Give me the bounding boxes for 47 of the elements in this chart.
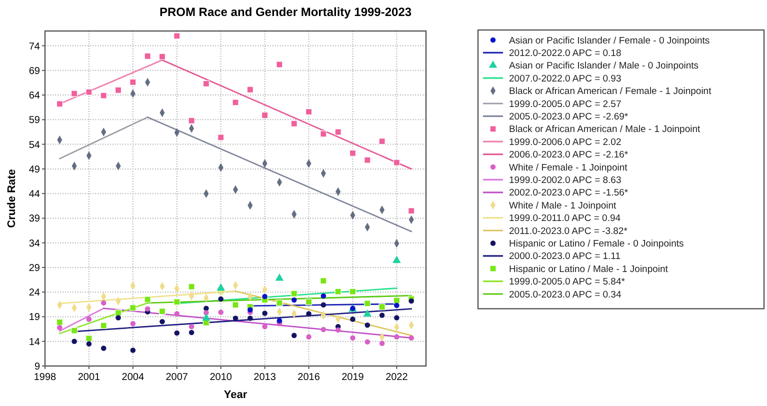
legend-label: Hispanic or Latino / Female - 0 Joinpoints bbox=[509, 238, 684, 250]
y-tick-label: 39 bbox=[28, 214, 40, 225]
legend-label: Hispanic or Latino / Male - 1 Joinpoint bbox=[509, 264, 668, 275]
legend-label: Black or African American / Male - 1 Joinpoint bbox=[509, 124, 700, 136]
legend-label: Black or African American / Female - 1 Joinpoint bbox=[509, 86, 712, 98]
x-tick-label: 2013 bbox=[254, 372, 276, 383]
chart-title: PROM Race and Gender Mortality 1999-2023 bbox=[159, 5, 412, 19]
y-tick-label: 69 bbox=[28, 66, 40, 77]
legend-label: 2000.0-2023.0 APC = 1.11 bbox=[509, 251, 621, 262]
y-tick-label: 24 bbox=[28, 288, 40, 299]
x-tick-label: 1998 bbox=[34, 372, 57, 383]
y-axis-title: Crude Rate bbox=[6, 169, 18, 228]
legend-label: 2007.0-2022.0 APC = 0.93 bbox=[509, 73, 622, 84]
y-tick-label: 34 bbox=[28, 238, 40, 250]
legend-label: 1999.0-2005.0 APC = 2.57 bbox=[509, 98, 622, 110]
y-tick-label: 64 bbox=[28, 90, 40, 102]
legend-label: 1999.0-2006.0 APC = 2.02 bbox=[509, 136, 622, 148]
legend-label: White / Male - 1 Joinpoint bbox=[509, 200, 617, 212]
x-tick-label: 2019 bbox=[342, 372, 364, 383]
legend-label: Asian or Pacific Islander / Male - 0 Joinpoints bbox=[509, 60, 699, 72]
y-tick-label: 9 bbox=[34, 362, 40, 372]
legend-label: 2005.0-2023.0 APC = 0.34 bbox=[509, 289, 622, 300]
legend-label: 2011.0-2023.0 APC = -3.82* bbox=[509, 226, 628, 237]
legend-label: White / Female - 1 Joinpoint bbox=[509, 162, 628, 174]
y-tick-label: 49 bbox=[28, 164, 40, 176]
legend-label: 2005.0-2023.0 APC = -2.69* bbox=[509, 112, 628, 123]
legend-label: 2012.0-2022.0 APC = 0.18 bbox=[509, 48, 622, 60]
x-tick-label: 2004 bbox=[122, 372, 144, 383]
legend-label: Asian or Pacific Islander / Female - 0 Joinpoints bbox=[509, 35, 710, 46]
x-tick-label: 2010 bbox=[210, 372, 232, 383]
y-tick-label: 74 bbox=[28, 41, 40, 52]
y-tick-label: 54 bbox=[28, 140, 40, 151]
x-tick-label: 2007 bbox=[166, 372, 188, 383]
y-tick-label: 44 bbox=[28, 189, 40, 200]
y-tick-label: 59 bbox=[28, 115, 40, 126]
x-axis-title: Year bbox=[224, 389, 248, 401]
y-tick-label: 19 bbox=[28, 312, 40, 324]
x-tick-label: 2016 bbox=[298, 372, 320, 383]
y-tick-label: 29 bbox=[28, 262, 40, 274]
legend-label: 1999.0-2011.0 APC = 0.94 bbox=[509, 213, 621, 224]
legend-label: 2002.0-2023.0 APC = -1.56* bbox=[509, 188, 628, 199]
legend-label: 1999.0-2005.0 APC = 5.84* bbox=[509, 276, 626, 288]
x-tick-label: 2022 bbox=[386, 372, 408, 383]
y-tick-label: 14 bbox=[28, 336, 40, 348]
legend-label: 1999.0-2002.0 APC = 8.63 bbox=[509, 175, 622, 186]
x-tick-label: 2001 bbox=[78, 372, 101, 383]
legend-label: 2006.0-2023.0 APC = -2.16* bbox=[509, 150, 628, 161]
